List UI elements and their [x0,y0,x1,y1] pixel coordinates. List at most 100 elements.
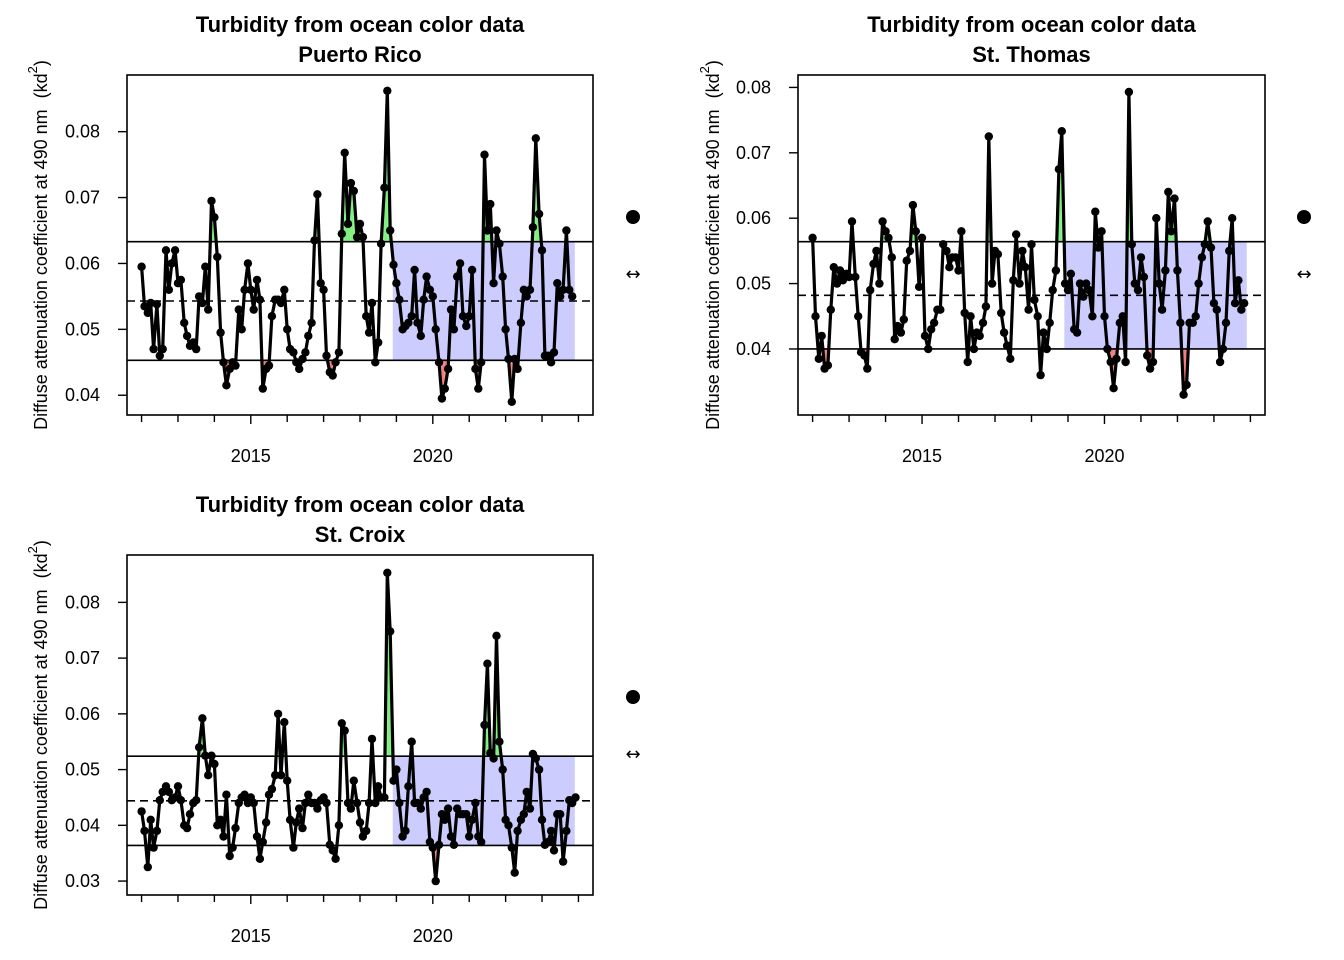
data-point [546,358,556,367]
data-point [826,305,835,314]
data-point [234,305,243,314]
data-point [307,318,316,327]
data-point [471,364,480,374]
data-point [1021,263,1030,272]
y-axis-label-text: Diffuse attenuation coefficient at 490 n… [31,589,51,910]
data-point [963,357,972,367]
data-point [252,275,262,285]
x-tick-label: 2020 [1084,446,1124,466]
data-point [231,823,240,833]
data-point [140,826,149,836]
data-point [146,815,155,824]
data-point [1097,227,1106,236]
data-point [1018,246,1027,256]
x-tick-label: 2020 [413,926,453,946]
data-point [847,217,857,226]
data-point [1121,357,1130,367]
data-point [1015,279,1024,288]
data-point [446,305,456,314]
data-point [504,821,513,830]
data-point [1042,344,1052,354]
data-point [525,804,535,813]
data-point [383,568,392,577]
data-point [367,298,377,308]
data-point [337,229,346,238]
data-point [422,272,431,281]
data-point [207,196,216,206]
data-point [951,253,960,262]
y-axis-unit-close: ) [31,60,51,66]
data-point [1115,318,1125,327]
data-point [872,246,881,256]
data-point [811,312,820,321]
data-point [273,709,283,719]
data-point [558,857,568,866]
data-point [458,312,468,321]
data-point [510,354,519,364]
data-point [1209,299,1219,308]
data-point [322,351,331,360]
data-point [425,285,435,294]
data-point [231,361,240,370]
data-point [334,821,344,830]
data-point [180,318,189,327]
data-point [362,312,371,321]
data-point [1225,246,1234,256]
data-point [389,776,398,785]
data-point [1194,279,1203,288]
data-point [936,305,945,314]
data-point [249,798,258,808]
data-point [1054,165,1064,174]
data-point [1127,240,1137,249]
data-point [1002,341,1012,350]
y-axis-label: Diffuse attenuation coefficient at 490 n… [697,60,722,430]
data-point [1012,230,1021,239]
data-point [255,854,265,863]
data-point [945,263,954,272]
data-point [283,776,292,785]
data-point [364,328,374,337]
data-point [189,338,198,347]
data-point [149,344,158,354]
panel-puerto-rico: Turbidity from ocean color data Puerto R… [25,12,640,466]
data-point [252,832,262,841]
data-point [298,823,307,833]
data-point [562,826,571,836]
data-point [407,312,416,321]
data-point [392,279,401,288]
data-point [340,148,349,157]
data-point [1088,312,1097,321]
data-point [434,358,444,367]
data-point [380,183,389,192]
data-point [480,150,489,159]
data-point [1228,214,1237,223]
data-point [1148,357,1158,367]
data-point [395,798,404,808]
data-point [504,354,513,364]
data-point [522,292,531,301]
data-point [1057,127,1067,136]
data-point [823,361,833,370]
data-point [155,351,164,360]
data-point [401,826,410,836]
data-point [553,279,562,288]
data-point [1197,253,1207,262]
data-point [467,265,477,275]
chart-subtitle: St. Thomas [972,42,1091,67]
data-point [519,810,528,819]
data-point [1237,305,1246,314]
y-tick-label: 0.06 [65,704,100,724]
data-point [340,726,349,735]
data-point [1100,312,1109,321]
data-point [835,266,845,275]
data-point [914,282,924,291]
data-point [271,771,280,780]
data-point [495,737,504,746]
data-point [486,199,495,209]
data-point [817,331,826,341]
panel-st-thomas: Turbidity from ocean color data St. Thom… [697,12,1311,466]
data-point [1072,328,1082,337]
data-point [301,348,310,357]
data-point [1084,285,1094,295]
